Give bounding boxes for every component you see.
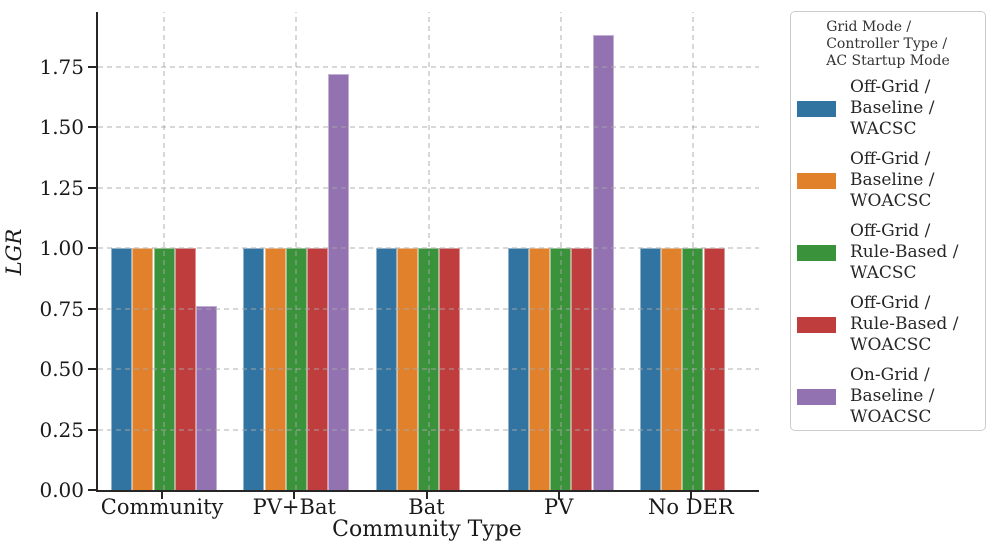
bar-community-series-3 [174,248,196,490]
bar-pv-bat-series-4 [328,73,350,490]
x-tick-label-bat: Bat [408,495,445,519]
horizontal-gridline [98,126,759,128]
plot-area [96,12,759,492]
bar-pv-series-2 [550,248,572,490]
y-tick-label: 0.00 [39,478,84,502]
bar-no-der-series-0 [639,248,662,490]
legend-swatch-icon [797,316,836,333]
legend-entry-label: Off-Grid / Rule-Based / WACSC [850,221,959,283]
legend-box: Grid Mode / Controller Type / AC Startup M… [790,11,986,431]
legend-entry-4: On-Grid / Baseline / WOACSC [791,365,985,428]
bar-pv-series-1 [528,248,551,490]
x-tick-mark [557,492,560,499]
y-tick-mark [88,247,96,249]
y-tick-mark [88,186,96,189]
bar-community-series-2 [153,248,175,490]
bar-community-series-4 [195,306,218,490]
legend-swatch-icon [797,100,836,117]
bar-no-der-series-2 [682,248,704,490]
y-tick-label: 0.50 [39,357,84,381]
y-tick-label: 1.50 [39,115,84,139]
y-tick-mark [88,307,96,310]
horizontal-gridline [98,65,759,68]
bar-pv-series-0 [507,248,529,490]
legend-title: Grid Mode / Controller Type / AC Startup M… [826,19,950,70]
x-tick-mark [293,492,296,499]
bar-bat-series-3 [439,248,461,490]
legend-swatch-icon [797,172,836,189]
legend-entry-3: Off-Grid / Rule-Based / WOACSC [791,293,985,356]
y-tick-label: 1.00 [39,236,84,260]
y-tick-label: 0.75 [39,296,84,321]
x-axis-label: Community Type [332,517,522,542]
legend-entry-0: Off-Grid / Baseline / WACSC [791,77,985,140]
legend-entry-label: On-Grid / Baseline / WOACSC [850,365,935,427]
y-tick-mark [88,428,96,431]
legend-entry-label: Off-Grid / Rule-Based / WOACSC [850,293,959,355]
y-tick-mark [88,368,96,370]
y-tick-label: 1.25 [39,175,84,200]
bar-no-der-series-3 [703,248,725,490]
legend-entries: Off-Grid / Baseline / WACSC Off-Grid / Basel… [791,77,985,428]
legend-swatch-icon [797,244,836,261]
x-tick-mark [161,492,164,499]
legend-title-line: Grid Mode / [826,19,912,35]
y-tick-mark [88,65,96,68]
legend-entry-label: Off-Grid / Baseline / WOACSC [850,149,935,211]
bar-pv-series-4 [592,35,614,490]
legend-title-line: Controller Type / [826,36,948,52]
bar-bat-series-2 [417,248,440,490]
y-tick-label: 0.25 [39,417,84,442]
x-tick-label-community: Community [100,495,224,519]
bar-community-series-0 [111,248,133,490]
x-tick-label-pv-bat: PV+Bat [252,495,336,519]
bar-bat-series-0 [375,248,397,490]
bar-no-der-series-1 [661,248,683,490]
legend-entry-label: Off-Grid / Baseline / WACSC [850,77,935,139]
bar-community-series-1 [132,248,154,490]
bar-pv-bat-series-1 [264,248,286,490]
horizontal-gridline [98,186,759,189]
x-tick-label-no-der: No DER [648,495,734,519]
bar-pv-series-3 [571,248,593,490]
bar-pv-bat-series-2 [285,248,307,490]
y-tick-label: 1.75 [39,54,84,79]
y-tick-mark [88,489,96,491]
x-tick-mark [689,492,692,499]
x-tick-label-pv: PV [544,495,574,519]
bar-pv-bat-series-0 [243,248,265,490]
bar-bat-series-1 [396,248,418,490]
bar-pv-bat-series-3 [306,248,329,490]
legend-entry-2: Off-Grid / Rule-Based / WACSC [791,221,985,284]
legend-title-line: AC Startup Mode [826,53,950,69]
legend-swatch-icon [797,388,836,405]
x-tick-mark [425,492,428,499]
legend-entry-1: Off-Grid / Baseline / WOACSC [791,149,985,212]
y-tick-mark [88,126,96,128]
